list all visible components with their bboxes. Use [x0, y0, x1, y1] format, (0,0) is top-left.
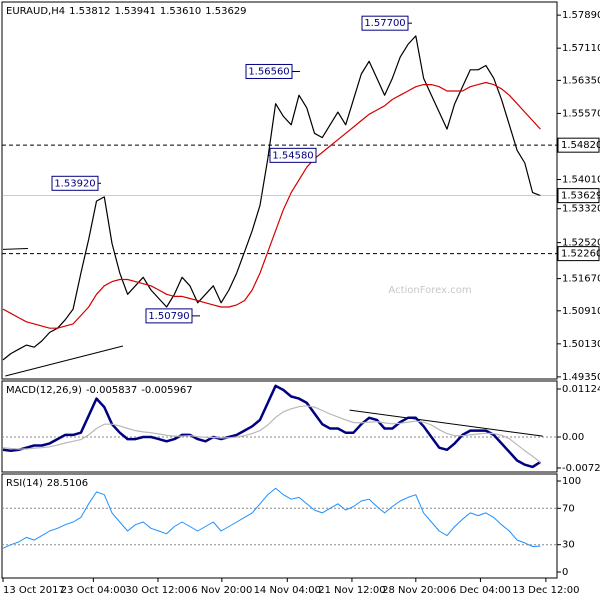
x-tick-label: 30 Oct 12:00 — [125, 585, 190, 596]
x-tick-label: 13 Dec 12:00 — [512, 585, 579, 596]
y-tick-label: 1.56350 — [562, 75, 600, 86]
trend-line — [349, 409, 543, 437]
series-line — [2, 405, 541, 463]
panel-quote: 1.53610 — [160, 6, 201, 17]
panel-title-name: MACD(12,26,9) — [6, 385, 82, 396]
x-tick-label: 28 Nov 20:00 — [382, 585, 449, 596]
annotation-label: 1.57700 — [364, 18, 405, 29]
x-tick-label: 6 Dec 04:00 — [450, 585, 511, 596]
y-tick-label: -0.007263 — [562, 463, 600, 474]
y-tick-label: 1.53320 — [562, 204, 600, 215]
series-line — [2, 487, 541, 549]
panel-title: MACD(12,26,9) -0.005837 -0.005967 — [6, 385, 193, 396]
y-tick-label: 1.52520 — [562, 238, 600, 249]
x-tick-label: 6 Nov 20:00 — [191, 585, 252, 596]
y-tick-label: 1.49350 — [562, 372, 600, 383]
panel-quote: 28.5106 — [47, 478, 88, 489]
y-tick-label: 1.57890 — [562, 10, 600, 21]
y-tick-label: 1.54010 — [562, 174, 600, 185]
annotation-label: 1.54580 — [272, 150, 313, 161]
y-tick-label: 30 — [562, 540, 575, 551]
last-price-label: 1.53629 — [561, 191, 600, 202]
trend-line — [2, 248, 28, 250]
series-line — [2, 81, 541, 329]
panel-quote: -0.005967 — [141, 385, 192, 396]
x-tick-label: 21 Nov 12:00 — [318, 585, 385, 596]
y-tick-label: 0.00 — [562, 432, 584, 443]
trend-line — [5, 345, 124, 377]
y-tick-label: 70 — [562, 503, 575, 514]
x-tick-label: 23 Oct 04:00 — [61, 585, 126, 596]
panel-title-name: RSI(14) — [6, 478, 43, 489]
panel-quote: 1.53812 — [69, 6, 110, 17]
annotation-box — [145, 308, 193, 324]
panel-quote: 1.53629 — [205, 6, 246, 17]
annotation-box — [245, 63, 293, 79]
level-label: 1.54820 — [561, 140, 600, 151]
panel-title: RSI(14) 28.5106 — [6, 478, 88, 489]
panel-frame — [1, 380, 558, 473]
y-tick-label: 1.57110 — [562, 43, 600, 54]
level-box — [557, 137, 600, 153]
annotation-label: 1.56560 — [248, 66, 289, 77]
y-tick-label: 1.50910 — [562, 306, 600, 317]
annotation-label: 1.53920 — [54, 178, 95, 189]
annotation-label: 1.50790 — [148, 311, 189, 322]
series-line — [2, 35, 541, 361]
series-line — [2, 384, 542, 469]
panel-quote: -0.005837 — [86, 385, 137, 396]
level-label: 1.52260 — [561, 249, 600, 260]
y-tick-label: 0.011247 — [562, 384, 600, 395]
y-tick-label: 0 — [562, 567, 568, 578]
panel-frame — [1, 1, 558, 380]
level-box — [557, 246, 600, 262]
panel-frame — [1, 473, 558, 579]
panel-title-name: EURAUD,H4 — [6, 6, 65, 17]
panel-title: EURAUD,H4 1.53812 1.53941 1.53610 1.53629 — [6, 6, 247, 17]
y-tick-label: 1.50130 — [562, 339, 600, 350]
y-tick-label: 1.51670 — [562, 274, 600, 285]
watermark: ActionForex.com — [388, 285, 471, 296]
y-tick-label: 1.55570 — [562, 108, 600, 119]
annotation-box — [269, 147, 317, 163]
x-tick-label: 13 Oct 2017 — [3, 585, 65, 596]
annotation-box — [361, 15, 409, 31]
y-tick-label: 100 — [562, 476, 581, 487]
x-tick-label: 14 Nov 04:00 — [254, 585, 321, 596]
panel-quote: 1.53941 — [114, 6, 155, 17]
annotation-box — [51, 175, 99, 191]
last-price-box — [557, 188, 600, 204]
